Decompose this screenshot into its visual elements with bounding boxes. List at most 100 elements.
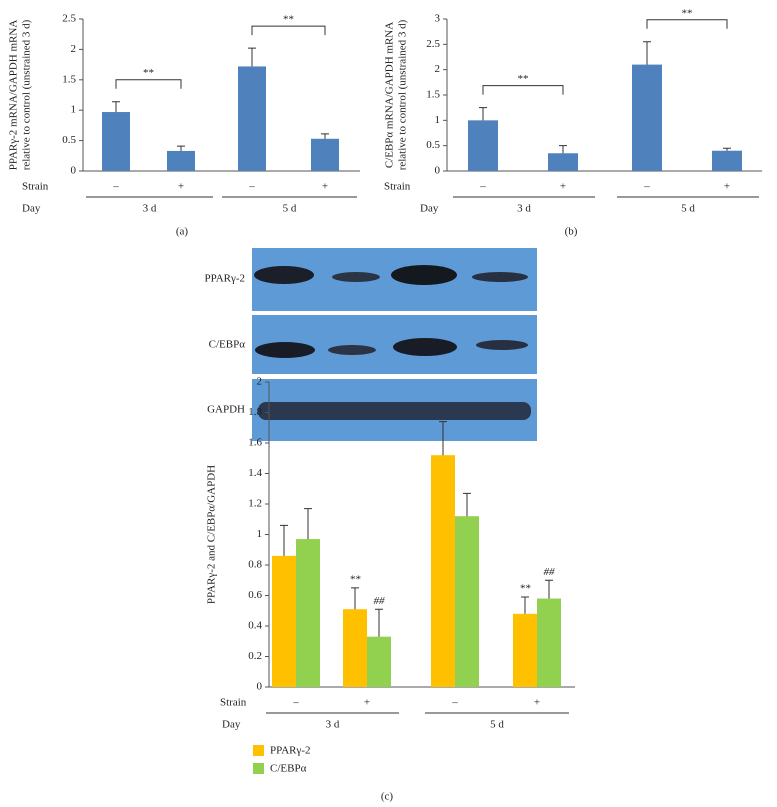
band: [328, 345, 376, 355]
y-axis-label: relative to control (unstrained 3 d): [21, 19, 33, 170]
y-tick-label: 0.5: [62, 134, 76, 146]
bar: [167, 150, 195, 171]
error-bar: [643, 41, 651, 65]
significance-label: **: [283, 14, 294, 26]
y-tick-label: 2: [257, 376, 263, 388]
y-tick-label: 1.8: [248, 406, 262, 418]
panel-label: (a): [176, 226, 189, 238]
group-label: 3 d: [326, 719, 340, 731]
bar: [632, 64, 662, 171]
x-tick-label: +: [560, 181, 566, 193]
y-axis-label: PPARγ-2 and C/EBPα/GAPDH: [206, 465, 218, 604]
y-tick-label: 0.8: [248, 559, 262, 571]
blot-label: GAPDH: [207, 404, 245, 416]
error-bar: [375, 608, 383, 637]
band: [391, 265, 457, 285]
y-tick-label: 1.5: [62, 73, 76, 85]
bar: [455, 516, 479, 687]
bar: [238, 66, 266, 171]
row-label: Strain: [220, 697, 247, 709]
y-axis-label: relative to control (unstrained 3 d): [397, 19, 409, 170]
group-label: 3 d: [143, 203, 157, 215]
row-label: Day: [420, 203, 439, 215]
bar: [548, 153, 578, 171]
y-tick-label: 2: [435, 63, 441, 75]
bar: [343, 609, 367, 687]
significance-bracket: [115, 79, 182, 89]
x-tick-label: –: [451, 697, 458, 709]
y-tick-label: 2: [71, 43, 77, 55]
y-tick-label: 0.2: [248, 650, 262, 662]
band: [258, 402, 531, 420]
x-tick-label: –: [248, 181, 255, 193]
error-bar: [723, 147, 731, 151]
group-label: 5 d: [681, 203, 695, 215]
bar: [102, 112, 130, 171]
significance-bracket: [251, 25, 326, 36]
bar: [367, 636, 391, 687]
y-tick-label: 0.6: [248, 589, 262, 601]
bar: [513, 613, 537, 687]
row-label: Strain: [22, 181, 49, 193]
panel-label: (b): [565, 226, 578, 238]
band: [254, 266, 314, 284]
significance-label: ##: [544, 566, 556, 578]
y-tick-label: 1: [435, 114, 441, 126]
y-tick-label: 1.2: [248, 498, 262, 510]
group-label: 5 d: [490, 719, 504, 731]
x-tick-label: +: [364, 697, 370, 709]
significance-bracket: [646, 19, 728, 29]
bar: [431, 455, 455, 687]
significance-label: **: [520, 583, 532, 595]
y-tick-label: 1.4: [248, 467, 262, 479]
y-tick-label: 1.5: [426, 89, 440, 101]
x-tick-label: –: [643, 181, 650, 193]
band: [332, 272, 380, 282]
y-tick-label: 1: [257, 528, 263, 540]
error-bar: [521, 596, 529, 614]
error-bar: [248, 47, 256, 67]
band: [476, 340, 528, 350]
significance-label: **: [350, 573, 362, 585]
band: [472, 272, 528, 282]
error-bar: [112, 101, 120, 113]
y-tick-label: 0: [435, 165, 441, 177]
x-tick-label: +: [724, 181, 730, 193]
y-tick-label: 0: [257, 681, 263, 693]
bar: [712, 150, 742, 171]
row-label: Day: [222, 719, 241, 731]
y-tick-label: 0.5: [426, 139, 440, 151]
western-blot: PPARγ-2 C/EBPα GAPDH: [204, 248, 537, 441]
significance-bracket: [482, 85, 564, 95]
group-label: 5 d: [283, 203, 297, 215]
bar: [311, 138, 339, 171]
legend-label: C/EBPα: [270, 763, 307, 775]
y-tick-label: 2.5: [62, 13, 76, 25]
y-tick-label: 3: [435, 13, 441, 25]
significance-label: **: [143, 67, 154, 79]
band: [255, 342, 315, 358]
blot-label: C/EBPα: [209, 339, 246, 351]
bar: [468, 120, 498, 171]
row-label: Day: [22, 203, 41, 215]
y-axis-label: C/EBPα mRNA/GAPDH mRNA: [384, 22, 396, 168]
legend-label: PPARγ-2: [270, 745, 311, 757]
error-bar: [559, 145, 567, 154]
error-bar: [479, 107, 487, 121]
error-bar: [545, 579, 553, 599]
significance-label: ##: [374, 595, 386, 607]
group-label: 3 d: [517, 203, 531, 215]
error-bar: [439, 421, 447, 456]
significance-label: **: [682, 7, 693, 19]
x-tick-label: +: [534, 697, 540, 709]
legend-swatch: [253, 745, 264, 756]
error-bar: [321, 133, 329, 139]
y-tick-label: 1: [71, 104, 77, 116]
x-tick-label: –: [112, 181, 119, 193]
bar: [272, 555, 296, 687]
x-tick-label: +: [322, 181, 328, 193]
bar: [296, 539, 320, 687]
panel-label: (c): [381, 791, 394, 803]
error-bar: [351, 587, 359, 610]
